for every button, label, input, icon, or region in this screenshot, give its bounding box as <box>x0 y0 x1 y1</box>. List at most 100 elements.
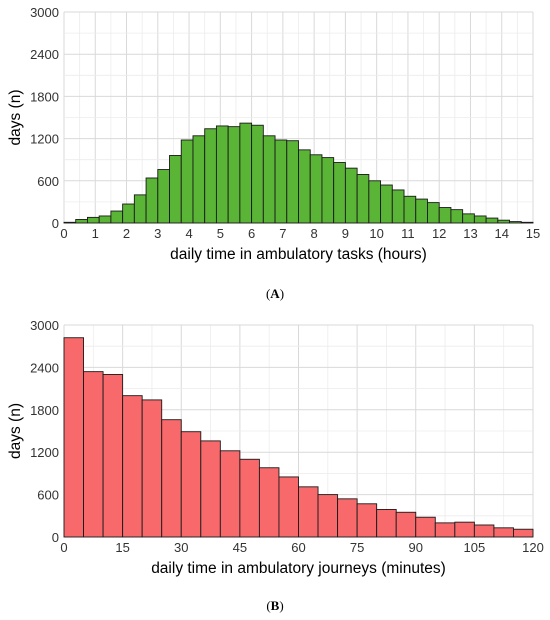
histogram-bar <box>427 202 440 224</box>
caption-a: (A) <box>0 286 550 302</box>
x-tick-label: 0 <box>60 540 67 555</box>
histogram-bar <box>133 194 147 224</box>
histogram-bar <box>239 458 260 538</box>
histogram-bar <box>227 126 241 224</box>
x-tick-label: 15 <box>115 540 129 555</box>
caption-a-suffix: ) <box>279 286 285 301</box>
caption-b-letter: B <box>270 598 280 613</box>
y-tick-label: 600 <box>37 174 59 189</box>
y-tick-label: 3000 <box>30 318 59 333</box>
histogram-bar <box>102 374 124 538</box>
caption-b: (B) <box>0 598 550 614</box>
y-tick-label: 1800 <box>30 89 59 104</box>
histogram-bar <box>395 511 417 538</box>
histogram-bar <box>258 467 280 538</box>
histogram-bar <box>145 177 159 224</box>
histogram-bar <box>169 155 182 224</box>
caption-a-prefix: ( <box>265 286 271 301</box>
histogram-bar <box>434 522 456 538</box>
histogram-bar <box>368 180 382 224</box>
y-tick-label: 1200 <box>30 132 59 147</box>
x-tick-label: 45 <box>233 540 247 555</box>
x-axis-label: daily time in ambulatory tasks (hours) <box>170 246 427 263</box>
histogram-bar <box>278 476 299 538</box>
histogram-bar <box>415 198 428 224</box>
histogram-bar <box>274 139 288 224</box>
y-tick-label: 600 <box>37 488 59 503</box>
histogram-bar <box>438 207 452 224</box>
histogram-bar <box>513 528 534 538</box>
chart-panel-a: 0 1 2 3 4 5 6 7 8 9 10 11 12 13 14 15 0 600 1200 1800 2400 30… <box>0 0 550 300</box>
x-tick-label: 30 <box>174 540 188 555</box>
caption-b-prefix: ( <box>266 598 271 613</box>
histogram-bar <box>473 524 495 538</box>
histogram-bar <box>251 124 264 224</box>
histogram-b: 0 15 30 45 60 75 90 105 12006001200180024003000d… <box>7 318 544 577</box>
histogram-bar <box>344 167 358 224</box>
y-tick-label: 2400 <box>30 360 59 375</box>
x-tick-label: 8 <box>311 226 318 241</box>
histogram-bar <box>75 219 88 224</box>
histogram-bar <box>309 154 323 224</box>
histogram-bar <box>493 527 514 538</box>
y-tick-label: 0 <box>52 530 59 545</box>
histogram-bar <box>321 157 335 224</box>
histogram-bar <box>485 217 499 224</box>
histogram-bar <box>333 162 346 224</box>
histogram-bar <box>219 450 241 538</box>
histogram-bar <box>215 125 229 224</box>
histogram-bar <box>509 221 522 224</box>
histogram-bar <box>192 135 206 224</box>
x-tick-label: 14 <box>494 226 508 241</box>
histogram-bar <box>356 174 370 224</box>
histogram-bar <box>454 521 475 538</box>
x-tick-label: 12 <box>432 226 446 241</box>
x-tick-label: 7 <box>279 226 286 241</box>
histogram-bar <box>122 203 135 224</box>
y-axis-label: days (n) <box>7 403 24 459</box>
x-tick-label: 2 <box>123 226 130 241</box>
histogram-bar <box>83 371 104 538</box>
x-tick-label: 4 <box>185 226 192 241</box>
histogram-bar <box>63 221 77 224</box>
x-tick-label: 13 <box>463 226 477 241</box>
histogram-a: 0 1 2 3 4 5 6 7 8 9 10 11 12 13 14 15060012001800240030… <box>7 5 540 263</box>
y-tick-label: 1200 <box>30 445 59 460</box>
histogram-bar <box>239 122 253 224</box>
x-tick-label: 1 <box>92 226 99 241</box>
histogram-bar <box>157 169 170 224</box>
chart-panel-b: 0 15 30 45 60 75 90 105 120 0 600 1200 1800 2400 3000 d… <box>0 305 550 620</box>
x-tick-label: 90 <box>409 540 423 555</box>
x-tick-label: 9 <box>342 226 349 241</box>
histogram-bar <box>497 219 511 224</box>
histogram-bar <box>520 221 534 224</box>
histogram-bar <box>376 508 397 538</box>
histogram-bar <box>391 189 405 224</box>
histogram-bar <box>380 184 393 224</box>
caption-b-suffix: ) <box>279 598 284 613</box>
histogram-bar <box>450 209 464 224</box>
histogram-bar <box>161 419 182 538</box>
histogram-bar <box>122 395 143 538</box>
histogram-bar <box>262 135 276 224</box>
histogram-bar <box>286 140 299 224</box>
histogram-bar <box>462 213 475 224</box>
histogram-bar <box>200 440 221 538</box>
histogram-bar <box>403 195 417 224</box>
histogram-bar <box>298 149 311 224</box>
y-tick-label: 3000 <box>30 5 59 20</box>
y-axis-label: days (n) <box>7 90 24 146</box>
histogram-bar <box>180 431 202 538</box>
histogram-bar <box>98 215 112 224</box>
x-tick-label: 75 <box>350 540 364 555</box>
x-tick-label: 3 <box>154 226 161 241</box>
x-tick-label: 120 <box>522 540 544 555</box>
x-tick-label: 10 <box>369 226 383 241</box>
x-tick-label: 15 <box>526 226 540 241</box>
histogram-bar <box>415 516 436 538</box>
x-tick-label: 6 <box>248 226 255 241</box>
histogram-bar <box>337 498 358 538</box>
x-axis-label: daily time in ambulatory journeys (minut… <box>151 560 446 577</box>
histogram-bar <box>180 139 194 224</box>
histogram-bar <box>86 216 100 224</box>
